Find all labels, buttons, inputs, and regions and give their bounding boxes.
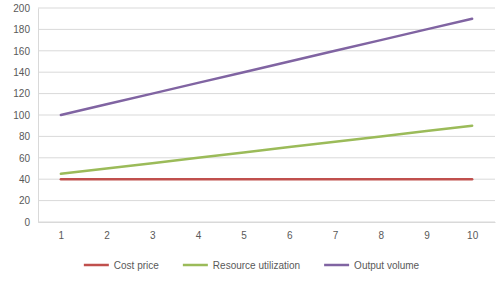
x-tick: 9 — [424, 222, 430, 241]
y-tick: 80 — [19, 131, 38, 142]
x-tick-mark — [107, 222, 108, 226]
x-tick: 4 — [196, 222, 202, 241]
x-tick: 8 — [378, 222, 384, 241]
grid-line — [38, 136, 495, 137]
series-line — [61, 19, 472, 115]
x-tick-label: 6 — [287, 230, 293, 241]
grid-line — [38, 50, 495, 51]
x-tick-mark — [472, 222, 473, 226]
y-tick: 40 — [19, 174, 38, 185]
x-tick-label: 7 — [333, 230, 339, 241]
grid-line — [38, 222, 495, 223]
grid — [38, 8, 495, 222]
legend-label: Cost price — [114, 260, 159, 271]
grid-line — [38, 8, 495, 9]
x-axis: 1 2 3 4 5 6 7 8 9 10 — [39, 222, 496, 241]
y-axis: 0 20 40 60 80 100 120 140 160 180 200 — [13, 3, 38, 228]
y-tick: 20 — [19, 195, 38, 206]
chart: 0 20 40 60 80 100 120 140 160 180 200 1 2 3 4 5 6 7 8 9 10 Co… — [0, 0, 503, 281]
x-tick-mark — [198, 222, 199, 226]
y-tick-label: 100 — [13, 110, 30, 121]
x-tick-mark — [244, 222, 245, 226]
series-line — [61, 178, 472, 181]
legend-label: Resource utilization — [213, 260, 300, 271]
y-tick-label: 200 — [13, 3, 30, 14]
series-line — [61, 126, 472, 174]
y-tick: 60 — [19, 153, 38, 164]
x-tick-mark — [426, 222, 427, 226]
y-tick-label: 120 — [13, 88, 30, 99]
y-tick: 160 — [13, 46, 38, 57]
x-tick-mark — [381, 222, 382, 226]
grid-line — [38, 157, 495, 158]
x-tick: 7 — [333, 222, 339, 241]
y-tick-label: 140 — [13, 67, 30, 78]
lines — [61, 19, 472, 180]
plot-area: 0 20 40 60 80 100 120 140 160 180 200 1 2 3 4 5 6 7 8 9 10 — [13, 3, 495, 241]
x-tick: 2 — [104, 222, 110, 241]
x-tick-mark — [152, 222, 153, 226]
x-tick-label: 5 — [241, 230, 247, 241]
x-tick-mark — [335, 222, 336, 226]
grid-line — [38, 179, 495, 180]
x-tick-label: 1 — [59, 230, 65, 241]
y-axis-line — [38, 9, 39, 223]
x-tick-label: 4 — [196, 230, 202, 241]
y-tick: 140 — [13, 67, 38, 78]
x-tick-label: 3 — [150, 230, 156, 241]
grid-line — [38, 200, 495, 201]
y-tick: 120 — [13, 88, 38, 99]
legend-swatch — [324, 264, 349, 267]
x-tick: 6 — [287, 222, 293, 241]
y-tick-label: 20 — [19, 195, 31, 206]
x-tick-label: 10 — [467, 230, 479, 241]
x-tick-label: 8 — [378, 230, 384, 241]
y-tick-label: 60 — [19, 153, 31, 164]
y-tick: 100 — [13, 110, 38, 121]
x-tick: 1 — [59, 222, 65, 241]
x-tick: 3 — [150, 222, 156, 241]
x-axis-line — [39, 222, 496, 223]
x-tick-mark — [289, 222, 290, 226]
y-tick: 180 — [13, 24, 38, 35]
legend-item: Cost price — [84, 260, 159, 271]
y-tick-label: 40 — [19, 174, 31, 185]
grid-line — [38, 93, 495, 94]
legend-swatch — [84, 264, 109, 267]
legend-label: Output volume — [354, 260, 419, 271]
y-tick-label: 0 — [24, 217, 30, 228]
grid-line — [38, 115, 495, 116]
y-tick-label: 160 — [13, 46, 30, 57]
x-tick-mark — [61, 222, 62, 226]
x-tick-label: 9 — [424, 230, 430, 241]
legend-item: Resource utilization — [183, 260, 300, 271]
y-tick: 200 — [13, 3, 38, 14]
legend: Cost price Resource utilization Output vol… — [84, 260, 420, 271]
x-tick: 5 — [241, 222, 247, 241]
x-tick-label: 2 — [104, 230, 110, 241]
legend-item: Output volume — [324, 260, 419, 271]
y-tick-label: 180 — [13, 24, 30, 35]
legend-swatch — [183, 264, 208, 267]
grid-line — [38, 72, 495, 73]
x-tick: 10 — [467, 222, 479, 241]
y-tick-label: 80 — [19, 131, 31, 142]
y-tick: 0 — [24, 217, 38, 228]
